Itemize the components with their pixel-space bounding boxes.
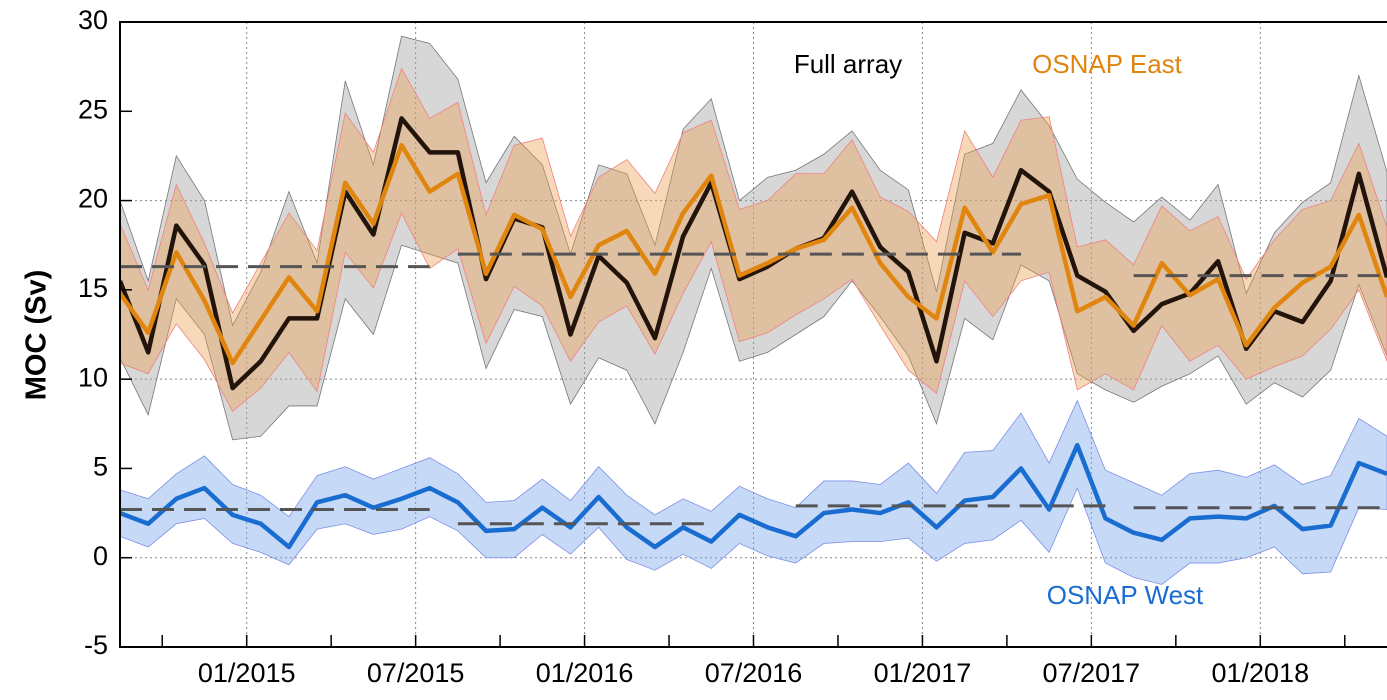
uncertainty-band	[120, 399, 1387, 585]
plot-area	[120, 35, 1387, 585]
y-axis-label: MOC (Sv)	[21, 270, 53, 401]
x-tick-label: 01/2015	[198, 658, 296, 688]
y-tick-label: -5	[84, 630, 108, 660]
axis-frame	[119, 21, 1387, 648]
y-tick-label: 10	[78, 362, 108, 392]
series-line	[120, 142, 1387, 366]
y-tick-label: 15	[78, 273, 108, 303]
y-tick-label: 30	[78, 5, 108, 35]
y-tick-label: 20	[78, 184, 108, 214]
x-tick-label: 01/2016	[536, 658, 634, 688]
series-line	[120, 442, 1387, 550]
x-tick-label: 01/2017	[874, 658, 972, 688]
x-tick-label: 01/2018	[1211, 658, 1309, 688]
uncertainty-band	[120, 35, 1387, 441]
series-label: OSNAP East	[1032, 49, 1183, 79]
axes: -5 0 5 10 15 20 25 30 01/2015 07/2015 01/2016 07/20…	[78, 5, 1387, 688]
series-label: Full array	[794, 49, 902, 79]
x-tick-label: 07/2015	[367, 658, 465, 688]
y-tick-label: 5	[93, 452, 108, 482]
x-tick-label: 07/2016	[705, 658, 803, 688]
y-tick-label: 0	[93, 541, 108, 571]
grid	[120, 22, 1387, 647]
y-tick-label: 25	[78, 94, 108, 124]
series-label: OSNAP West	[1047, 580, 1204, 610]
x-tick-label: 07/2017	[1043, 658, 1141, 688]
